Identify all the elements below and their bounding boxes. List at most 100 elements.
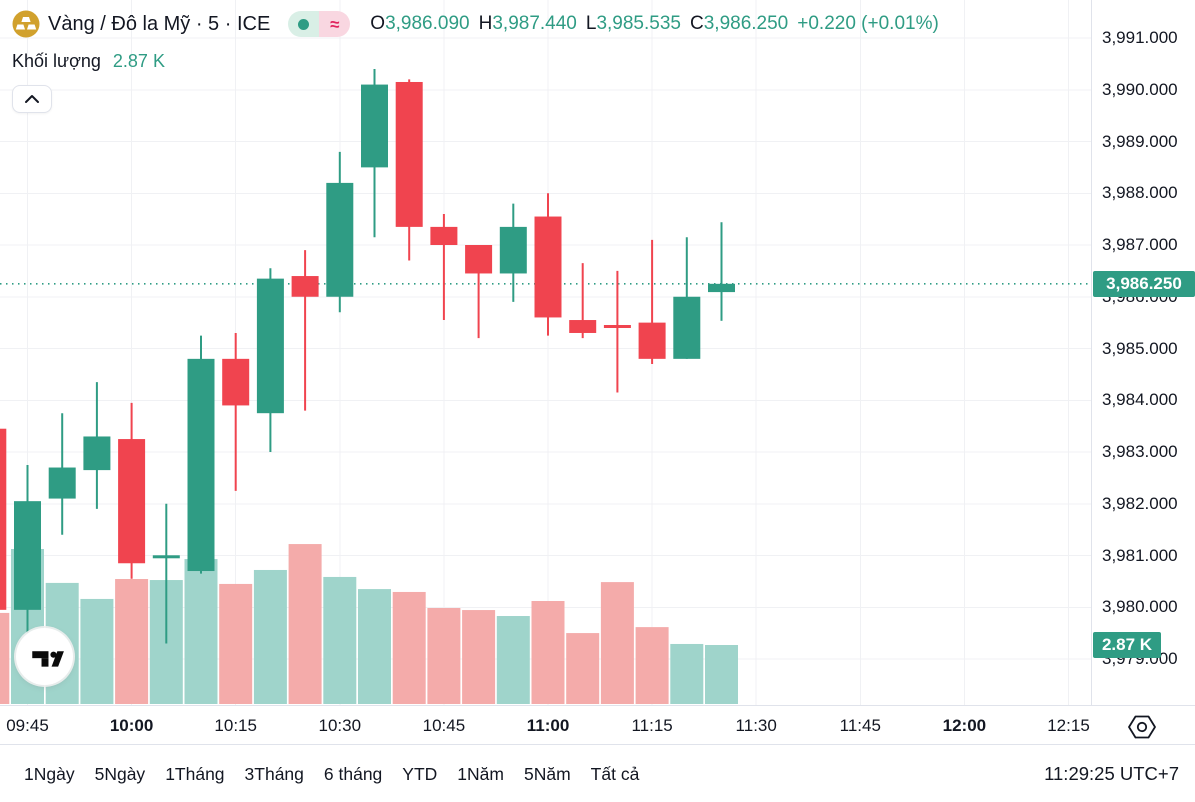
volume-bar: [705, 645, 738, 704]
candle-body: [638, 322, 666, 359]
candle-body: [152, 555, 180, 559]
ohlc-readout: O 3,986.090 H 3,987.440 L 3,985.535 C 3,986.…: [370, 13, 939, 35]
time-axis-label: 11:30: [735, 716, 777, 735]
range-button-6-tháng[interactable]: 6 tháng: [314, 757, 392, 792]
time-axis-label: 10:45: [422, 716, 466, 735]
price-axis-label: 3,983.000: [1102, 442, 1178, 461]
candle-body: [14, 501, 41, 610]
high-value: 3,987.440: [492, 13, 577, 34]
time-axis-label: 10:00: [109, 716, 154, 735]
time-axis-label: 10:15: [214, 716, 257, 735]
chevron-up-icon: [25, 95, 39, 103]
legend: Vàng / Đô la Mỹ · 5 · ICE ≈ O 3,986.090 H…: [12, 10, 939, 113]
volume-bar: [531, 601, 565, 704]
price-axis-label: 3,987.000: [1102, 235, 1178, 254]
change-value: +0.220 (+0.01%): [797, 13, 939, 34]
time-axis-label: 11:45: [839, 716, 881, 735]
candle-body: [256, 278, 284, 414]
candle-body: [395, 81, 423, 227]
candle-body: [0, 428, 7, 610]
range-button-5năm[interactable]: 5Năm: [514, 757, 581, 792]
candle-body: [361, 84, 388, 168]
time-axis-label: 11:15: [631, 716, 673, 735]
volume-bar: [0, 612, 10, 704]
volume-bar: [323, 576, 357, 704]
price-axis-label: 3,982.000: [1102, 493, 1178, 513]
open-label: O: [370, 13, 386, 34]
volume-bar: [600, 582, 634, 704]
clock-timezone[interactable]: 11:29:25 UTC+7: [1044, 763, 1179, 784]
range-button-5ngày[interactable]: 5Ngày: [85, 757, 156, 792]
volume-bar: [670, 643, 704, 704]
candle-body: [83, 436, 111, 471]
volume-bar: [288, 544, 322, 704]
range-button-1ngày[interactable]: 1Ngày: [14, 757, 85, 792]
market-status-pill[interactable]: ≈: [288, 11, 351, 37]
price-chart-pane[interactable]: [0, 0, 1091, 705]
time-axis-label: 10:30: [318, 716, 362, 735]
price-axis-label: 3,989.000: [1102, 131, 1178, 151]
volume-bar: [635, 627, 669, 704]
candle-body: [48, 467, 76, 499]
volume-bar: [496, 616, 530, 704]
close-label: C: [689, 13, 704, 34]
candle-body: [430, 226, 458, 245]
candle-body: [222, 358, 250, 406]
volume-bar: [566, 633, 600, 704]
range-button-1năm[interactable]: 1Năm: [447, 757, 514, 792]
volume-indicator-label[interactable]: Khối lượng: [12, 51, 101, 71]
volume-bar: [115, 579, 149, 704]
time-axis-label: 12:00: [942, 716, 987, 735]
collapse-legend-button[interactable]: [12, 85, 52, 113]
volume-bar: [392, 591, 426, 704]
price-axis[interactable]: 3,991.000 3,990.000 3,989.000 3,988.000 3,98…: [1091, 0, 1195, 705]
hexagon-eye-icon: [1128, 715, 1156, 738]
candle-body: [708, 283, 735, 293]
price-axis-label: 3,985.000: [1102, 338, 1178, 358]
price-axis-label: 3,990.000: [1102, 79, 1178, 99]
range-button-1tháng[interactable]: 1Tháng: [155, 757, 234, 792]
instrument-settings-button[interactable]: [1125, 713, 1159, 740]
volume-bar: [427, 607, 461, 704]
candle-body: [569, 320, 597, 333]
range-button-ytd[interactable]: YTD: [392, 757, 447, 792]
candle-body: [673, 296, 701, 359]
open-value: 3,986.090: [385, 13, 470, 34]
candle-body: [603, 325, 631, 329]
symbol-title[interactable]: Vàng / Đô la Mỹ · 5 · ICE: [48, 12, 271, 35]
price-axis-label: 3,991.000: [1102, 28, 1178, 47]
time-axis-label: 12:15: [1047, 716, 1090, 735]
tradingview-logo-icon: [31, 650, 64, 667]
time-axis-label: 09:45: [6, 716, 49, 735]
candlestick-canvas[interactable]: [0, 0, 1091, 705]
volume-bar: [253, 569, 287, 704]
range-button-tất-cả[interactable]: Tất cả: [581, 757, 650, 792]
delayed-data-icon: ≈: [319, 11, 351, 37]
candle-body: [291, 276, 319, 297]
volume-bar: [80, 598, 114, 704]
high-label: H: [478, 13, 493, 34]
volume-bar: [219, 583, 253, 704]
current-price-badge: 3,986.250: [1093, 270, 1195, 297]
candle-body: [465, 245, 493, 274]
current-volume-badge: 2.87 K: [1093, 632, 1161, 658]
price-axis-label: 3,981.000: [1102, 545, 1178, 565]
candle-body: [534, 216, 562, 318]
time-axis[interactable]: 09:45 10:00 10:15 10:30 10:45 11:00 11:15 11:30…: [0, 705, 1195, 745]
tradingview-logo[interactable]: [16, 628, 73, 685]
range-toolbar: 1Ngày 5Ngày 1Tháng 3Tháng 6 tháng YTD 1Năm 5Năm…: [0, 746, 1195, 802]
price-axis-label: 3,988.000: [1102, 183, 1178, 203]
close-value: 3,986.250: [703, 13, 789, 34]
low-label: L: [585, 13, 597, 34]
price-axis-label: 3,984.000: [1102, 390, 1178, 410]
price-axis-label: 3,980.000: [1102, 597, 1178, 617]
volume-indicator-value: 2.87 K: [112, 51, 165, 71]
market-open-dot-icon: [288, 11, 320, 37]
candle-body: [499, 226, 527, 274]
volume-bar: [358, 589, 391, 704]
range-button-3tháng[interactable]: 3Tháng: [235, 757, 314, 792]
low-value: 3,985.535: [596, 13, 681, 34]
candle-body: [118, 439, 146, 564]
candle-body: [187, 358, 215, 572]
